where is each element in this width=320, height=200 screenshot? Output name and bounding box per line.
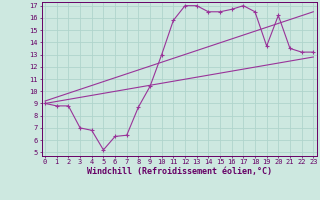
X-axis label: Windchill (Refroidissement éolien,°C): Windchill (Refroidissement éolien,°C): [87, 167, 272, 176]
